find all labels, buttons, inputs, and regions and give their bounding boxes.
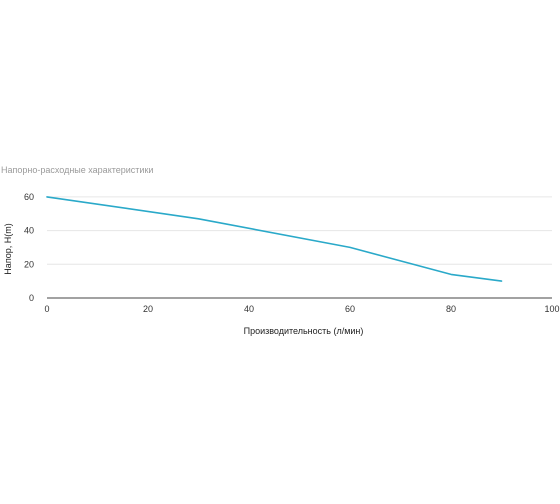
- grid-layer: [47, 196, 552, 265]
- x-axis-title: Производительность (л/мин): [244, 326, 364, 336]
- x-tick-label: 40: [244, 304, 254, 314]
- series-line-0: [46, 196, 503, 282]
- y-axis-title: Напор, H(m): [3, 223, 13, 274]
- x-tick-label: 0: [44, 304, 49, 314]
- x-tick-label: 100: [544, 304, 559, 314]
- x-tick-labels: 0 20 40 60 80 100: [44, 304, 559, 314]
- y-tick-label: 40: [24, 226, 34, 236]
- x-tick-label: 80: [446, 304, 456, 314]
- x-tick-label: 60: [345, 304, 355, 314]
- x-tick-label: 20: [143, 304, 153, 314]
- y-tick-label: 60: [24, 192, 34, 202]
- y-tick-label: 20: [24, 259, 34, 269]
- series-layer: [46, 196, 503, 282]
- chart-title: Напорно-расходные характеристики: [1, 165, 154, 175]
- y-tick-labels: 0 20 40 60: [24, 192, 34, 303]
- y-tick-label: 0: [29, 293, 34, 303]
